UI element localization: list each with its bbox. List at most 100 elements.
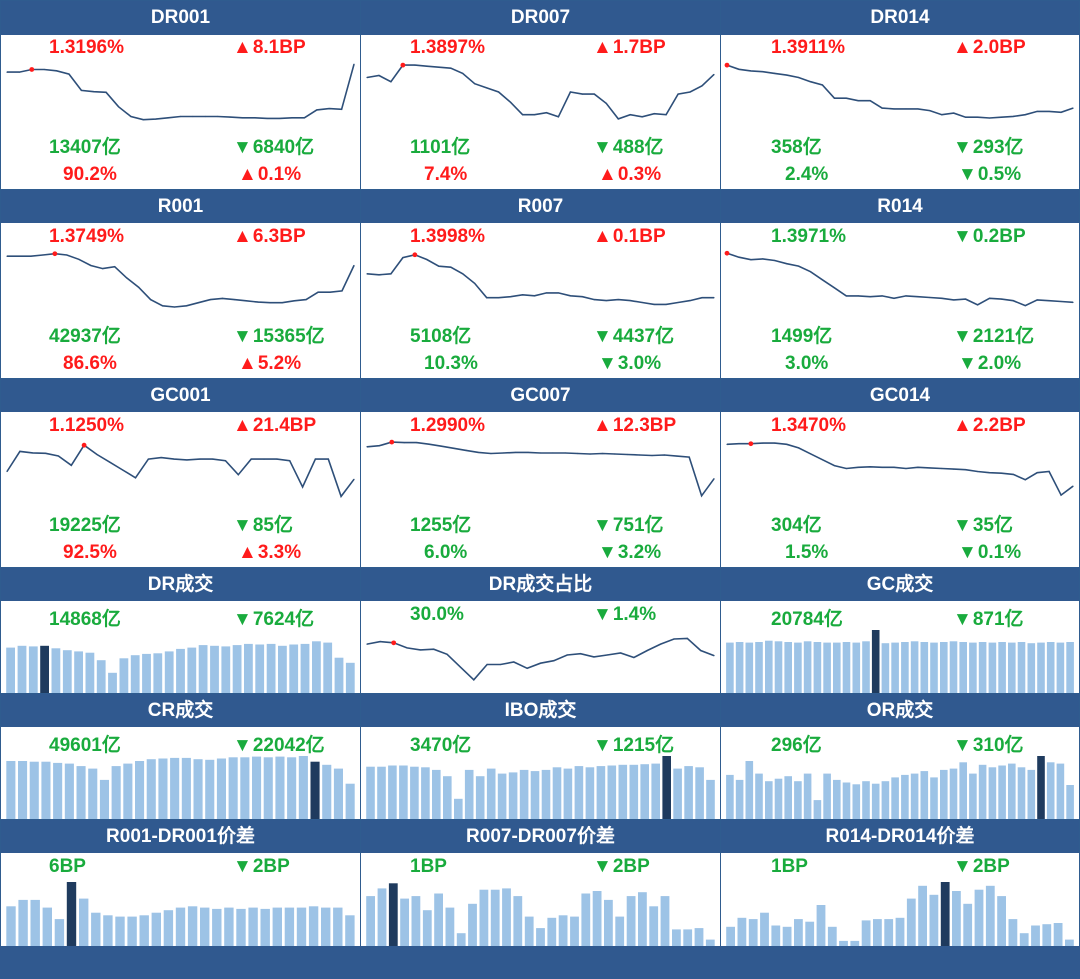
data-point bbox=[965, 298, 967, 300]
data-point bbox=[1072, 301, 1074, 303]
bar bbox=[41, 761, 51, 819]
arrow-up-icon: ▲ bbox=[953, 37, 972, 58]
bar bbox=[673, 768, 682, 819]
bar bbox=[969, 773, 977, 819]
bar bbox=[618, 764, 628, 819]
metric-change-text: 1.4% bbox=[612, 604, 657, 625]
panel-r001: R001 1.3749% ▲6.3BP 42937亿 ▼15365亿 86.6% ▲5.2% bbox=[0, 189, 361, 379]
volume-change: ▼2121亿 bbox=[953, 321, 1034, 348]
data-point bbox=[564, 452, 566, 454]
data-point bbox=[18, 71, 20, 73]
data-point bbox=[941, 467, 943, 470]
data-point bbox=[569, 295, 572, 297]
bar bbox=[497, 773, 507, 819]
data-point bbox=[459, 666, 462, 668]
data-point bbox=[593, 299, 595, 301]
data-point bbox=[229, 116, 231, 118]
rate-value: 1.3897% bbox=[410, 37, 486, 58]
volume-change-text: 85亿 bbox=[252, 515, 293, 536]
data-point bbox=[533, 295, 536, 297]
metric-change-text: 2BP bbox=[252, 856, 290, 877]
data-point bbox=[379, 640, 381, 643]
data-point bbox=[941, 114, 943, 116]
data-point bbox=[217, 115, 219, 118]
bar bbox=[205, 759, 215, 819]
data-point bbox=[257, 301, 259, 303]
series-line bbox=[7, 252, 355, 308]
rate-value: 1.3911% bbox=[771, 37, 845, 58]
data-point bbox=[774, 442, 776, 444]
data-point bbox=[579, 653, 582, 655]
bar bbox=[139, 915, 149, 946]
data-point bbox=[197, 302, 200, 304]
arrow-down-icon: ▼ bbox=[598, 353, 617, 374]
panel-chart bbox=[724, 62, 1074, 119]
data-point bbox=[6, 470, 8, 473]
panel-gc014: GC014 1.3470% ▲2.2BP 304亿 ▼35亿 1.5% ▼0.1% bbox=[720, 378, 1080, 568]
data-point bbox=[1012, 300, 1014, 302]
volume-value: 13407亿 bbox=[49, 137, 121, 158]
data-point bbox=[241, 117, 244, 119]
rate-change-text: 6.3BP bbox=[252, 226, 306, 247]
bar bbox=[232, 645, 242, 693]
bar bbox=[164, 651, 174, 693]
bar bbox=[322, 764, 332, 819]
bar bbox=[54, 919, 65, 946]
bar bbox=[1056, 642, 1065, 693]
series-line bbox=[726, 442, 1074, 497]
bar bbox=[64, 763, 74, 819]
bar bbox=[918, 885, 927, 946]
rate-change: ▲1.7BP bbox=[593, 37, 666, 59]
bar bbox=[333, 768, 343, 819]
arrow-down-icon: ▼ bbox=[958, 164, 977, 185]
bar bbox=[963, 903, 973, 946]
panel-gc001: GC001 1.1250% ▲21.4BP 19225亿 ▼85亿 92.5% ▲3.3% bbox=[0, 378, 361, 568]
panel-chart bbox=[6, 63, 355, 121]
data-point bbox=[857, 295, 859, 297]
data-point bbox=[988, 297, 991, 299]
data-point bbox=[713, 478, 715, 480]
bar bbox=[684, 766, 693, 819]
volume-change: ▼4437亿 bbox=[593, 321, 674, 348]
data-point bbox=[70, 464, 72, 466]
share-change: ▲0.3% bbox=[598, 164, 661, 186]
bar bbox=[607, 765, 617, 819]
panel-chart bbox=[6, 251, 355, 308]
metric-value: 1BP bbox=[771, 856, 808, 877]
data-point bbox=[941, 297, 943, 299]
bar bbox=[596, 766, 606, 819]
data-point bbox=[43, 68, 45, 71]
bar bbox=[377, 766, 386, 819]
panel-dr001: DR001 1.3196% ▲8.1BP 13407亿 ▼6840亿 90.2% ▲0.1% bbox=[0, 0, 361, 190]
bar bbox=[17, 645, 27, 693]
share-value: 90.2% bbox=[63, 164, 117, 185]
share-value: 92.5% bbox=[63, 542, 117, 563]
bar bbox=[920, 771, 929, 819]
share-change: ▼3.2% bbox=[598, 542, 661, 564]
panel-title: DR014 bbox=[721, 1, 1079, 35]
bar bbox=[930, 777, 938, 819]
panel-or: OR成交 296亿 ▼310亿 bbox=[720, 693, 1080, 820]
data-point bbox=[577, 452, 579, 455]
panel-gc007: GC007 1.2990% ▲12.3BP 1255亿 ▼751亿 6.0% ▼3.2% bbox=[360, 378, 721, 568]
panel-title: DR成交 bbox=[1, 568, 360, 601]
data-point bbox=[1048, 470, 1050, 473]
panel-ibo: IBO成交 3470亿 ▼1215亿 bbox=[360, 693, 721, 820]
bar bbox=[1031, 925, 1040, 946]
bar bbox=[479, 889, 489, 946]
panel-chart bbox=[366, 756, 715, 819]
share-change-text: 3.0% bbox=[617, 353, 662, 374]
bar bbox=[216, 758, 226, 819]
data-point bbox=[57, 455, 60, 457]
peak-marker bbox=[389, 439, 395, 445]
volume-value: 304亿 bbox=[771, 515, 822, 536]
data-point bbox=[665, 303, 667, 305]
data-point bbox=[917, 296, 919, 298]
data-point bbox=[663, 454, 666, 456]
bar bbox=[782, 926, 792, 946]
data-point bbox=[486, 663, 488, 666]
arrow-up-icon: ▲ bbox=[593, 415, 612, 436]
bar bbox=[236, 908, 246, 946]
panel-r007: R007 1.3998% ▲0.1BP 5108亿 ▼4437亿 10.3% ▼3.0% bbox=[360, 189, 721, 379]
metric-change-text: 2BP bbox=[972, 856, 1010, 877]
